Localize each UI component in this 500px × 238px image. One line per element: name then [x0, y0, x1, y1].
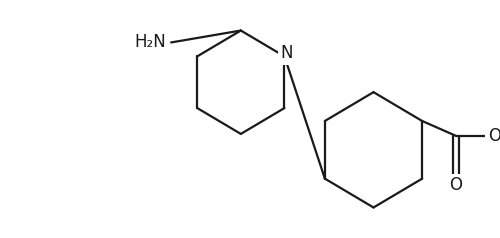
Text: O: O — [450, 176, 462, 194]
Text: H₂N: H₂N — [134, 34, 166, 51]
Text: N: N — [280, 44, 292, 62]
Text: O: O — [488, 127, 500, 145]
